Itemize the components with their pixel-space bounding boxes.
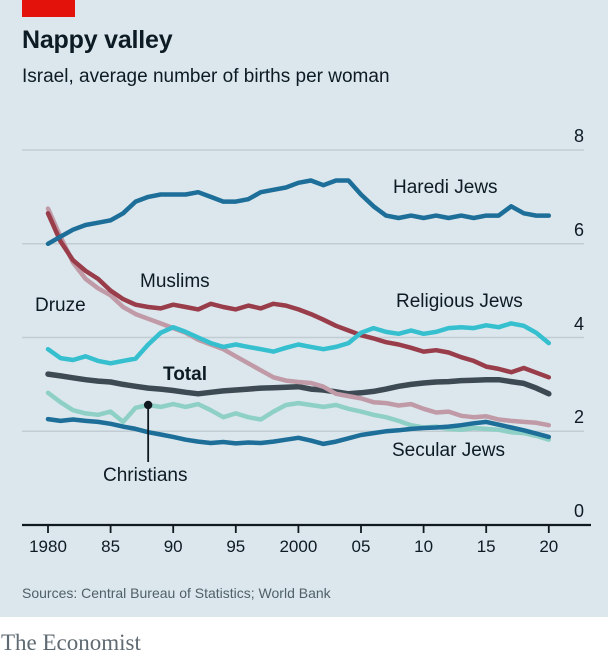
label-christians: Christians <box>103 465 188 486</box>
x-tick-label-20: 20 <box>539 537 559 556</box>
series-line-religious-jews <box>45 321 552 366</box>
x-tick-label-90: 90 <box>163 537 183 556</box>
series-line-druze <box>45 206 552 428</box>
christians-callout-dot <box>143 400 153 410</box>
series-line-secular-jews <box>45 416 552 447</box>
sources-note: Sources: Central Bureau of Statistics; W… <box>22 585 331 601</box>
chart-card: Nappy valley Israel, average number of b… <box>0 0 608 617</box>
series-line-muslims <box>45 211 552 380</box>
label-secular-jews: Secular Jews <box>392 440 505 461</box>
series-line-christians <box>45 390 552 442</box>
x-tick-label-10: 10 <box>414 537 434 556</box>
label-druze: Druze <box>35 295 86 316</box>
y-tick-label-4: 4 <box>573 313 584 334</box>
chart-subtitle: Israel, average number of births per wom… <box>22 66 390 87</box>
x-tick-label-1980: 1980 <box>29 537 67 556</box>
label-religious-jews: Religious Jews <box>396 291 523 312</box>
y-tick-label-2: 2 <box>573 407 584 428</box>
x-tick-label-15: 15 <box>476 537 496 556</box>
economist-red-tab <box>22 0 75 17</box>
economist-wordmark: The Economist <box>1 630 141 655</box>
series-line-total <box>45 371 552 397</box>
series-line-haredi-jews <box>45 178 552 247</box>
x-tick-label-05: 05 <box>351 537 371 556</box>
label-haredi-jews: Haredi Jews <box>393 177 498 198</box>
line-chart <box>22 149 591 533</box>
x-tick-label-2000: 2000 <box>279 537 318 556</box>
label-total: Total <box>163 364 207 385</box>
label-muslims: Muslims <box>140 271 210 292</box>
page-title: Nappy valley <box>22 26 173 54</box>
y-tick-label-0: 0 <box>573 501 584 521</box>
x-tick-label-85: 85 <box>101 537 121 556</box>
y-tick-label-8: 8 <box>573 126 584 146</box>
y-tick-label-6: 6 <box>573 219 584 240</box>
x-tick-label-95: 95 <box>226 537 246 556</box>
